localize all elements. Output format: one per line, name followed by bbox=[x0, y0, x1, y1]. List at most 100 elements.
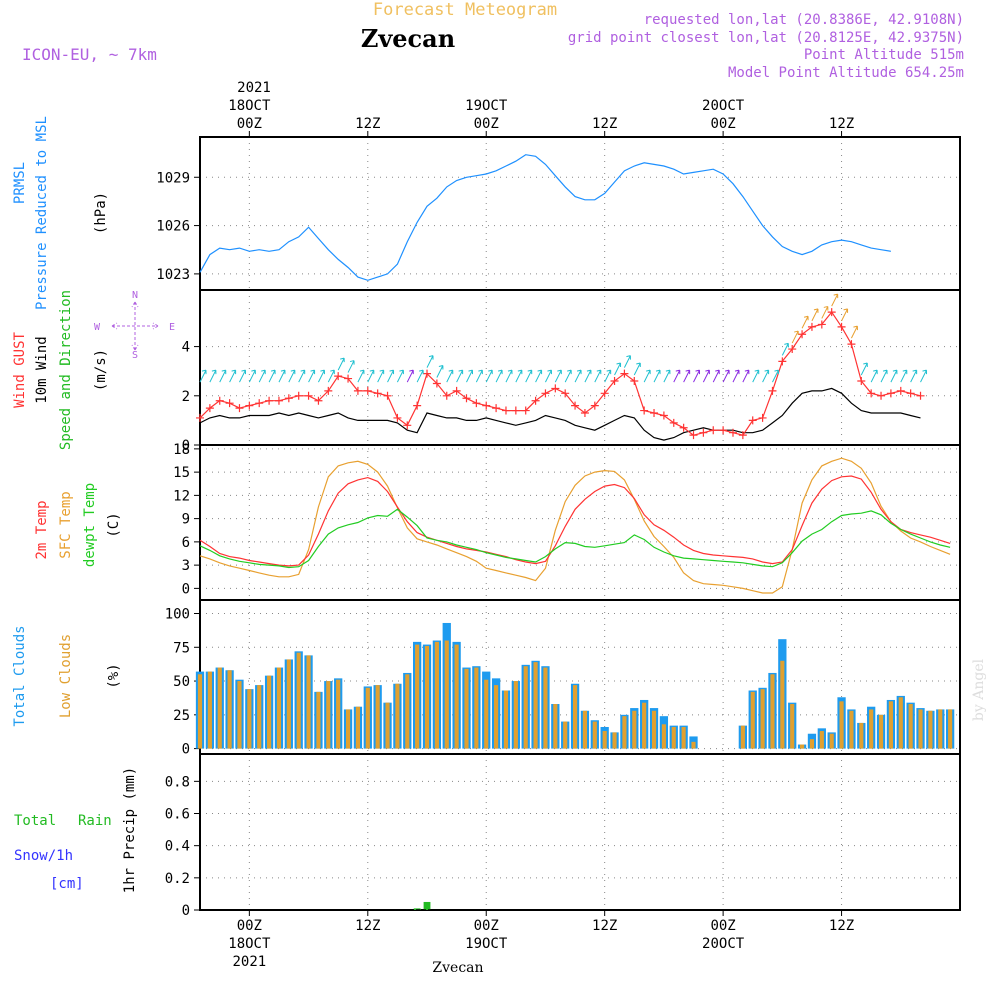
wind-10m-label: 10m Wind bbox=[34, 336, 50, 403]
low-clouds-bar bbox=[217, 667, 222, 749]
gust-marker bbox=[284, 394, 293, 403]
wind-frame bbox=[199, 289, 961, 446]
low-clouds-bar bbox=[681, 726, 686, 749]
low-clouds-bar bbox=[780, 660, 785, 749]
total-clouds-label: Total Clouds bbox=[12, 625, 28, 726]
wind-direction-arrow bbox=[811, 308, 819, 322]
temperature-frame bbox=[199, 444, 961, 601]
snow-label: Snow/1h bbox=[14, 848, 73, 864]
clouds-ytick-label: 50 bbox=[173, 674, 190, 690]
gust-marker bbox=[196, 413, 204, 422]
gust-marker bbox=[225, 399, 234, 408]
precip-frame bbox=[199, 753, 961, 911]
gust-marker bbox=[383, 391, 392, 400]
low-clouds-bar bbox=[651, 710, 657, 749]
wind-direction-arrow bbox=[475, 369, 483, 383]
gust-marker bbox=[640, 406, 649, 415]
wind-direction-arrow bbox=[535, 369, 543, 383]
low-clouds-bar bbox=[770, 674, 775, 749]
wind-direction-arrow bbox=[317, 369, 325, 383]
low-clouds-bar bbox=[839, 701, 844, 749]
gust-marker bbox=[650, 409, 659, 418]
wind-direction-arrow bbox=[347, 360, 355, 373]
gust-marker bbox=[521, 406, 530, 415]
wind-direction-arrow bbox=[742, 369, 750, 383]
low-clouds-bar bbox=[326, 681, 331, 749]
temp-2m-line bbox=[199, 475, 951, 567]
wind-direction-arrow bbox=[772, 369, 779, 383]
wind-direction-arrow bbox=[564, 369, 572, 383]
low-clouds-bar bbox=[869, 709, 874, 749]
low-clouds-bar bbox=[197, 674, 203, 749]
wind-direction-arrow bbox=[653, 369, 661, 383]
wind-direction-arrow bbox=[239, 369, 246, 383]
low-clouds-bar bbox=[691, 741, 696, 749]
gust-marker bbox=[709, 426, 718, 435]
clouds-unit-label: (%) bbox=[106, 663, 122, 688]
temperature-ytick-label: 6 bbox=[182, 535, 190, 551]
wind-direction-arrow bbox=[515, 369, 523, 383]
wind-direction-arrow bbox=[752, 369, 760, 383]
bottom-time-label: 12Z bbox=[592, 918, 617, 934]
low-clouds-bar bbox=[365, 687, 370, 749]
low-clouds-bar bbox=[345, 709, 351, 749]
gust-marker bbox=[699, 428, 708, 437]
total-label: Total bbox=[14, 813, 56, 829]
low-clouds-bar bbox=[484, 679, 489, 749]
gust-marker bbox=[728, 428, 737, 437]
gust-marker bbox=[255, 399, 264, 408]
wind-direction-arrow bbox=[841, 308, 849, 322]
wind-ytick-label: 4 bbox=[182, 340, 190, 356]
low-clouds-bar bbox=[592, 721, 597, 749]
wind-direction-arrow bbox=[880, 369, 888, 383]
top-time-label: 19OCT bbox=[465, 98, 508, 114]
wind-direction-arrow bbox=[387, 369, 395, 383]
low-clouds-bar bbox=[207, 671, 212, 749]
wind-direction-arrow bbox=[525, 369, 533, 383]
clouds-ytick-label: 100 bbox=[165, 607, 190, 623]
rain-bar bbox=[423, 901, 431, 910]
gust-marker bbox=[610, 377, 619, 386]
gust-marker bbox=[916, 391, 925, 400]
gust-marker bbox=[432, 379, 441, 388]
gust-marker bbox=[580, 409, 589, 418]
low-clouds-bar bbox=[385, 702, 390, 749]
temperature-ytick-label: 3 bbox=[182, 558, 190, 574]
gust-marker bbox=[748, 416, 757, 425]
low-clouds-bar bbox=[247, 689, 252, 749]
wind-compass: N W E S bbox=[94, 290, 175, 361]
wind-direction-arrow bbox=[781, 342, 789, 356]
wind-direction-arrow bbox=[219, 369, 227, 383]
low-clouds-bar bbox=[740, 725, 745, 749]
top-time-label: 12Z bbox=[829, 116, 854, 132]
clouds-panel: 0 25 50 75 100 bbox=[165, 599, 961, 758]
gust-marker bbox=[334, 372, 343, 381]
low-clouds-bar bbox=[296, 652, 301, 749]
gust-marker bbox=[403, 421, 412, 430]
gust-marker bbox=[294, 391, 303, 400]
low-clouds-bar bbox=[316, 691, 321, 749]
wind-direction-arrow bbox=[248, 369, 256, 383]
temperature-ytick-label: 18 bbox=[173, 442, 190, 458]
panels-group: 1023102610290240369121518025507510000.20… bbox=[156, 136, 961, 919]
bottom-time-label: 00Z bbox=[237, 918, 262, 934]
gust-marker bbox=[807, 322, 816, 331]
bottom-time-label: 00Z bbox=[474, 918, 499, 934]
wind-direction-arrow bbox=[801, 315, 809, 329]
gust-marker bbox=[906, 389, 915, 398]
wind-direction-arrow bbox=[209, 369, 217, 383]
precip-ytick-label: 0.8 bbox=[165, 774, 190, 790]
precip-panel: 0 0.2 0.4 0.6 0.8 bbox=[165, 753, 961, 919]
gust-marker bbox=[501, 406, 510, 415]
wind-direction-arrow bbox=[426, 355, 434, 368]
wind-direction-arrow bbox=[456, 369, 464, 383]
requested-coords: requested lon,lat (20.8386E, 42.9108N) bbox=[644, 12, 964, 28]
gust-marker bbox=[571, 401, 580, 410]
gust-marker bbox=[738, 431, 747, 440]
wind-direction-arrow bbox=[910, 369, 918, 383]
gust-marker bbox=[363, 386, 372, 395]
rain-bar bbox=[413, 908, 421, 910]
low-clouds-bar bbox=[859, 722, 864, 749]
low-clouds-bar bbox=[819, 731, 824, 749]
